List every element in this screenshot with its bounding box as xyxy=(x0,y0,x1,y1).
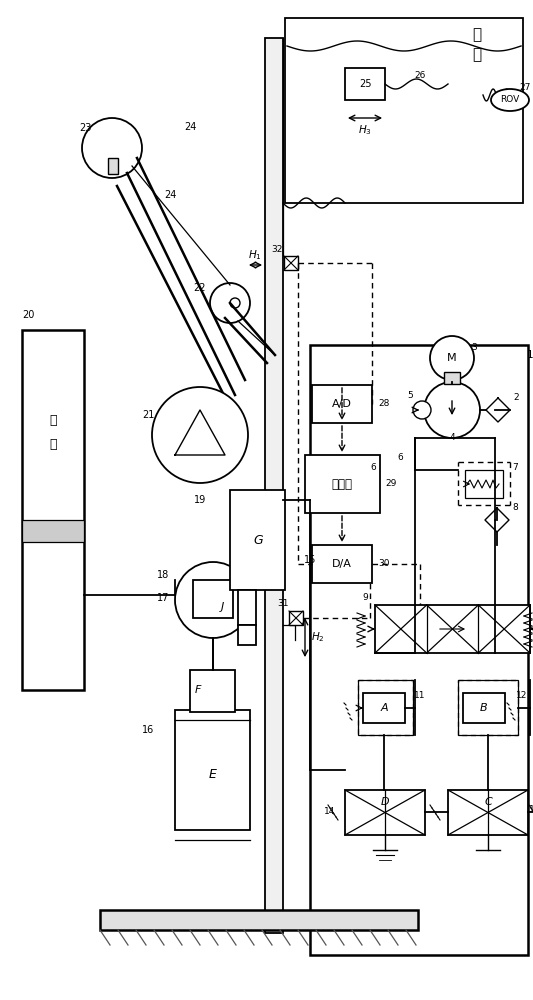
Text: 32: 32 xyxy=(271,245,282,254)
Text: 5: 5 xyxy=(407,391,413,400)
Bar xyxy=(358,680,413,735)
Bar xyxy=(284,256,298,270)
Text: J: J xyxy=(220,602,224,612)
Text: 7: 7 xyxy=(512,464,518,473)
Text: 1: 1 xyxy=(527,350,533,360)
Text: 23: 23 xyxy=(79,123,91,133)
Bar xyxy=(310,345,528,955)
Bar xyxy=(265,38,283,933)
Circle shape xyxy=(199,586,227,614)
Text: 16: 16 xyxy=(142,725,154,735)
Text: 15: 15 xyxy=(304,555,316,565)
Text: $H_2$: $H_2$ xyxy=(311,630,325,644)
Bar xyxy=(448,790,528,835)
Text: 28: 28 xyxy=(378,399,390,408)
Bar xyxy=(463,693,505,723)
Text: A/D: A/D xyxy=(332,399,352,409)
Text: 25: 25 xyxy=(359,79,372,89)
Text: 2: 2 xyxy=(513,393,519,402)
Text: 8: 8 xyxy=(512,504,518,512)
Bar xyxy=(238,625,256,645)
Text: F: F xyxy=(195,685,201,695)
Bar xyxy=(22,330,84,690)
Circle shape xyxy=(152,387,248,483)
Text: 6: 6 xyxy=(397,454,403,462)
Text: D: D xyxy=(381,797,389,807)
Bar xyxy=(458,680,518,735)
Text: E: E xyxy=(209,768,217,782)
Circle shape xyxy=(413,401,431,419)
Text: 4: 4 xyxy=(449,434,455,442)
Text: 20: 20 xyxy=(22,310,34,320)
Circle shape xyxy=(430,336,474,380)
Bar xyxy=(285,18,523,203)
Bar xyxy=(190,670,235,712)
Bar xyxy=(289,611,303,625)
Text: 22: 22 xyxy=(194,283,206,293)
Text: 13: 13 xyxy=(529,806,533,814)
Bar xyxy=(305,455,380,513)
Bar xyxy=(193,580,233,618)
Text: 气: 气 xyxy=(49,438,56,452)
Text: $H_3$: $H_3$ xyxy=(358,123,372,137)
Text: 12: 12 xyxy=(516,690,528,700)
Bar xyxy=(238,590,256,625)
Bar xyxy=(22,520,84,542)
Text: M: M xyxy=(447,353,457,363)
Bar xyxy=(363,693,405,723)
Bar xyxy=(100,910,418,930)
Text: 29: 29 xyxy=(385,480,397,488)
Bar xyxy=(444,372,460,384)
Bar xyxy=(312,545,372,583)
Bar xyxy=(312,385,372,423)
Text: D/A: D/A xyxy=(332,559,352,569)
Text: 24: 24 xyxy=(164,190,176,200)
Text: 26: 26 xyxy=(414,70,426,80)
Bar xyxy=(108,158,118,174)
Text: 水: 水 xyxy=(472,47,481,62)
Text: 27: 27 xyxy=(519,84,531,93)
Bar xyxy=(465,470,503,498)
Text: 21: 21 xyxy=(142,410,154,420)
Circle shape xyxy=(210,283,250,323)
Text: 6: 6 xyxy=(370,464,376,473)
Text: $H_1$: $H_1$ xyxy=(248,248,262,262)
Text: B: B xyxy=(480,703,488,713)
Text: 19: 19 xyxy=(194,495,206,505)
Text: C: C xyxy=(484,797,492,807)
Text: 30: 30 xyxy=(378,560,390,568)
Circle shape xyxy=(230,298,240,308)
Text: 18: 18 xyxy=(157,570,169,580)
Text: 3: 3 xyxy=(471,344,477,353)
Bar xyxy=(375,605,530,653)
Bar xyxy=(345,790,425,835)
Bar xyxy=(175,710,250,830)
Text: 31: 31 xyxy=(277,598,289,607)
Circle shape xyxy=(82,118,142,178)
Text: G: G xyxy=(253,534,263,546)
Text: 控制器: 控制器 xyxy=(332,478,352,490)
Circle shape xyxy=(424,382,480,438)
Text: 9: 9 xyxy=(362,592,368,601)
Bar xyxy=(230,490,285,590)
Text: ROV: ROV xyxy=(500,96,520,104)
Bar xyxy=(345,68,385,100)
Ellipse shape xyxy=(491,89,529,111)
Text: 海: 海 xyxy=(472,27,481,42)
Text: A: A xyxy=(380,703,388,713)
Text: 17: 17 xyxy=(157,593,169,603)
Text: 14: 14 xyxy=(324,808,336,816)
Text: 11: 11 xyxy=(414,690,426,700)
Text: 氮: 氮 xyxy=(49,414,56,426)
Text: 24: 24 xyxy=(184,122,196,132)
Circle shape xyxy=(175,562,251,638)
